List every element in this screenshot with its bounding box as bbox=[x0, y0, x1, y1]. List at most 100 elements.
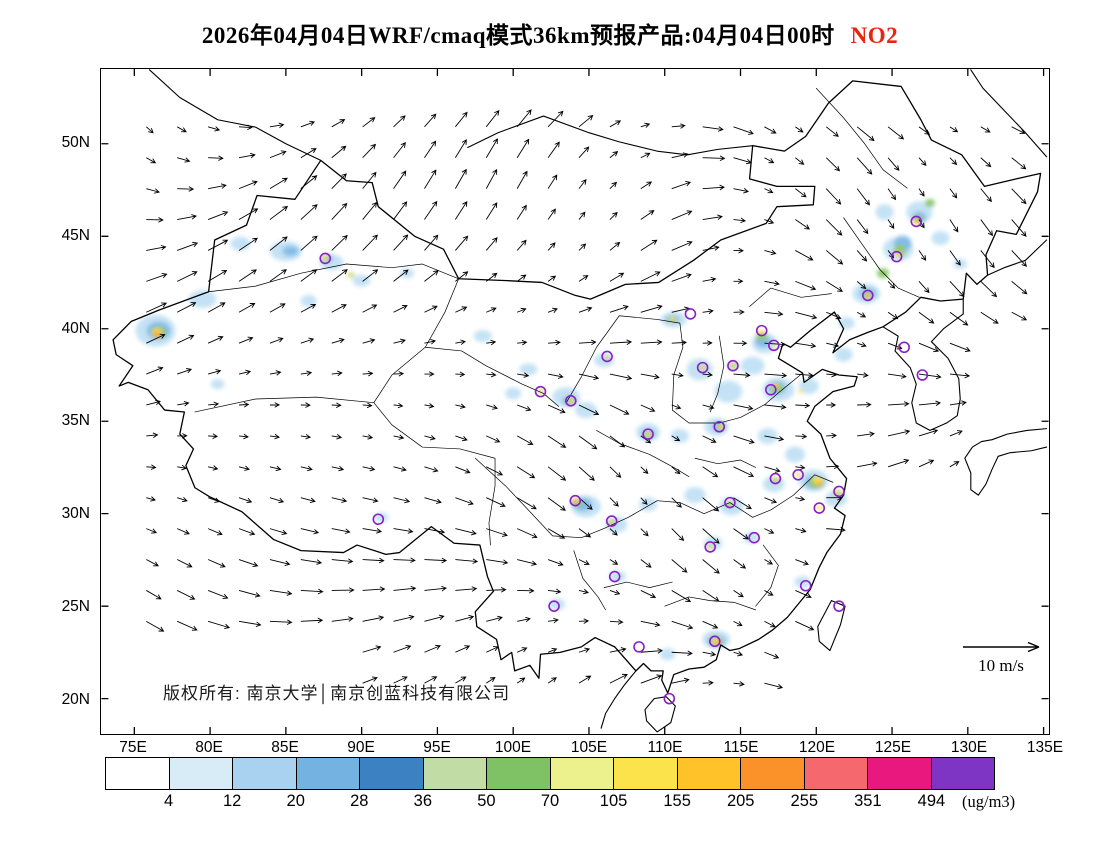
city-marker bbox=[696, 361, 709, 374]
lon-tick-label: 75E bbox=[119, 739, 147, 756]
lon-tick-label: 95E bbox=[423, 739, 451, 756]
colorbar-tick-label: 70 bbox=[540, 792, 560, 810]
lon-tick-label: 90E bbox=[347, 739, 375, 756]
city-marker bbox=[862, 289, 874, 302]
colorbar-segment bbox=[931, 758, 994, 789]
lon-tick-label: 85E bbox=[271, 739, 299, 756]
colorbar-segment bbox=[360, 758, 424, 789]
colorbar-segment bbox=[614, 758, 678, 789]
city-marker bbox=[768, 339, 780, 352]
city-marker bbox=[799, 579, 812, 592]
colorbar-tick-label: 351 bbox=[854, 792, 882, 810]
colorbar-tick-label: 50 bbox=[477, 792, 496, 810]
city-marker bbox=[708, 635, 721, 648]
colorbar-segment bbox=[550, 758, 614, 789]
colorbar-segment bbox=[487, 758, 551, 789]
pollution-layer bbox=[150, 199, 935, 646]
colorbar-tick-label: 105 bbox=[599, 792, 628, 810]
colorbar-segment bbox=[296, 758, 360, 789]
colorbar-segment bbox=[677, 758, 741, 789]
city-marker bbox=[916, 369, 929, 381]
lat-tick-label: 30N bbox=[61, 505, 90, 522]
lon-tick-label: 125E bbox=[874, 739, 912, 756]
city-marker bbox=[704, 541, 716, 553]
title-species: NO2 bbox=[850, 23, 899, 48]
city-marker bbox=[748, 531, 760, 544]
lat-tick-label: 45N bbox=[61, 226, 90, 244]
lon-tick-label: 80E bbox=[195, 739, 223, 756]
city-marker bbox=[633, 641, 645, 653]
city-marker bbox=[569, 494, 582, 507]
lat-tick-label: 25N bbox=[61, 597, 90, 615]
colorbar-segment bbox=[741, 758, 805, 789]
city-marker bbox=[910, 215, 923, 228]
city-markers bbox=[319, 215, 929, 705]
wind-scale-legend: 10 m/s bbox=[953, 639, 1049, 676]
colorbar-segment bbox=[868, 758, 932, 789]
lon-tick-label: 135E bbox=[1026, 739, 1064, 756]
city-marker bbox=[534, 385, 547, 398]
pollution-field bbox=[135, 199, 968, 661]
city-marker bbox=[565, 395, 577, 407]
colorbar-tick-label: 255 bbox=[790, 792, 819, 810]
lat-tick-label: 35N bbox=[61, 412, 90, 430]
city-marker bbox=[727, 359, 739, 372]
coastlines bbox=[148, 69, 1048, 733]
city-marker bbox=[769, 472, 782, 485]
forecast-map bbox=[101, 69, 1049, 734]
city-marker bbox=[605, 515, 618, 527]
city-marker bbox=[684, 308, 697, 320]
colorbar-segment bbox=[106, 758, 170, 789]
map-frame: 版权所有: 南京大学│南京创蓝科技有限公司 10 m/s bbox=[100, 68, 1050, 735]
colorbar-tick-label: 20 bbox=[286, 792, 305, 810]
city-marker bbox=[608, 570, 621, 583]
city-marker bbox=[642, 428, 654, 440]
colorbar-segment bbox=[169, 758, 233, 789]
colorbar-tick-label: 155 bbox=[663, 792, 691, 810]
lon-tick-label: 120E bbox=[798, 739, 836, 756]
colorbar-tick-label: 205 bbox=[726, 792, 755, 810]
lat-tick-label: 50N bbox=[61, 134, 90, 151]
wind-vector-field bbox=[145, 109, 1028, 690]
city-marker bbox=[792, 468, 804, 481]
city-marker bbox=[663, 692, 676, 705]
city-marker bbox=[765, 383, 777, 396]
city-marker bbox=[755, 324, 768, 337]
colorbar-unit: (ug/m3) bbox=[962, 792, 1016, 811]
copyright-watermark: 版权所有: 南京大学│南京创蓝科技有限公司 bbox=[163, 684, 511, 703]
lat-tick-label: 40N bbox=[61, 319, 90, 337]
lon-tick-label: 105E bbox=[570, 739, 608, 756]
lon-tick-label: 130E bbox=[950, 739, 988, 756]
lon-tick-label: 100E bbox=[494, 739, 532, 756]
city-marker bbox=[833, 485, 845, 498]
colorbar-tick-label: 28 bbox=[350, 792, 369, 810]
city-marker bbox=[898, 341, 910, 354]
colorbar bbox=[105, 757, 995, 790]
lon-tick-label: 115E bbox=[723, 739, 759, 756]
colorbar-tick-label: 12 bbox=[222, 792, 242, 810]
city-marker bbox=[833, 600, 845, 612]
colorbar-tick-label: 36 bbox=[413, 792, 433, 810]
city-marker bbox=[601, 350, 613, 363]
city-marker bbox=[813, 502, 826, 514]
colorbar-segment bbox=[233, 758, 297, 789]
city-marker bbox=[724, 496, 736, 509]
province-boundaries bbox=[194, 87, 920, 611]
page-title: 2026年04月04日WRF/cmaq模式36km预报产品:04月04日00时 N… bbox=[0, 16, 1100, 50]
city-marker bbox=[713, 420, 726, 433]
colorbar-tick-label: 494 bbox=[917, 792, 946, 810]
colorbar-segment bbox=[423, 758, 487, 789]
city-marker bbox=[319, 252, 332, 265]
national-boundary bbox=[112, 80, 1042, 694]
lon-tick-label: 110E bbox=[647, 739, 683, 756]
pollution-layer bbox=[135, 201, 968, 661]
city-marker bbox=[548, 600, 560, 612]
colorbar-tick-label: 4 bbox=[163, 792, 174, 810]
title-text: 2026年04月04日WRF/cmaq模式36km预报产品:04月04日00时 bbox=[201, 23, 835, 48]
city-marker bbox=[372, 513, 385, 526]
wind-scale-label: 10 m/s bbox=[978, 656, 1024, 675]
wind-scale-arrow-icon bbox=[963, 641, 1040, 653]
colorbar-segment bbox=[804, 758, 868, 789]
axis-tick-marks bbox=[101, 69, 1049, 734]
